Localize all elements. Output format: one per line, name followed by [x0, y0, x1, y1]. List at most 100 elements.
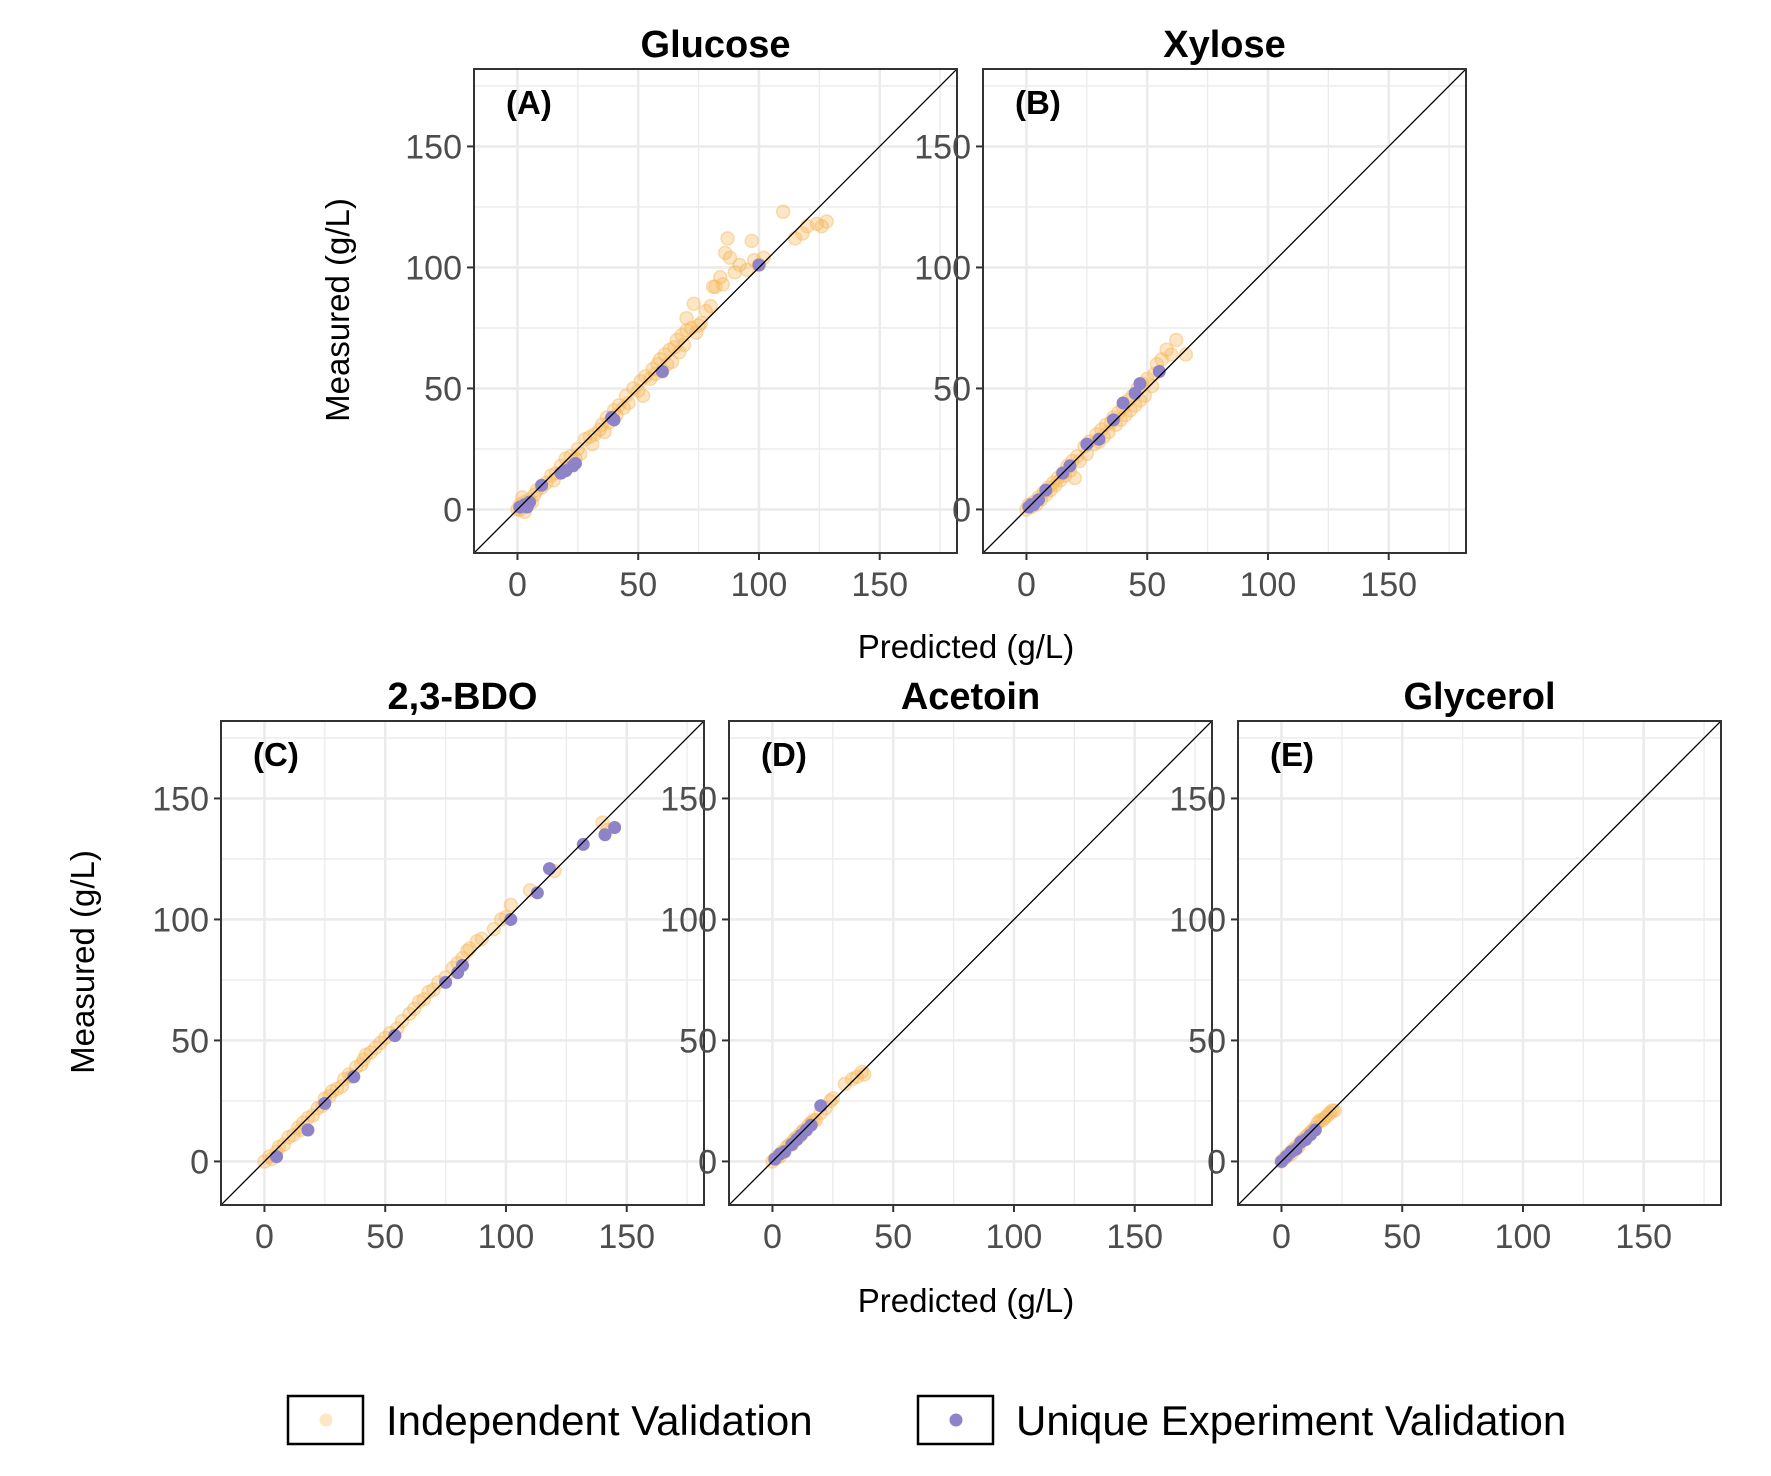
point-unique-experiment: [655, 365, 669, 378]
legend-marker-unique: [949, 1413, 963, 1427]
y-axis-title-top: Measured (g/L): [319, 198, 356, 422]
grid-d: [729, 721, 1212, 1205]
point-unique-experiment: [439, 975, 453, 989]
y-tick-label: 0: [952, 491, 971, 529]
point-independent: [814, 219, 830, 234]
x-tick-label: 100: [478, 1218, 535, 1256]
point-independent: [688, 325, 704, 341]
y-tick-label: 0: [698, 1143, 717, 1181]
panel-title-b: Xylose: [1163, 24, 1286, 66]
point-independent: [638, 369, 653, 384]
identity-line-d: [729, 721, 1212, 1205]
point-unique-experiment: [1106, 413, 1120, 427]
point-independent: [406, 1001, 422, 1017]
y-tick-label: 100: [1169, 901, 1226, 939]
point-independent: [686, 296, 702, 311]
x-tick-label: 100: [1240, 566, 1297, 604]
x-tick-label: 150: [851, 566, 908, 604]
point-independent: [679, 311, 694, 326]
y-tick-label: 50: [933, 370, 971, 408]
point-unique-experiment: [1152, 365, 1166, 378]
y-axis-title-bottom: Measured (g/L): [64, 850, 101, 1074]
point-independent: [732, 257, 747, 273]
point-independent: [744, 233, 759, 249]
point-unique-experiment: [568, 456, 582, 470]
x-tick-label: 50: [619, 566, 657, 604]
point-independent: [611, 398, 627, 413]
point-unique-experiment: [530, 886, 544, 900]
point-independent: [618, 388, 634, 403]
y-tick-label: 50: [679, 1022, 717, 1060]
identity-line-b: [983, 69, 1466, 553]
point-independent: [708, 279, 723, 295]
point-independent: [411, 994, 427, 1009]
panels: 0 50 100 150 0 50 100 150 Glucose (A) 0 50 100 150 0 50…: [152, 24, 1722, 1256]
x-tick-label: 50: [1128, 566, 1166, 604]
point-independent: [276, 1137, 292, 1152]
y-tick-label: 0: [190, 1143, 209, 1181]
point-independent: [305, 1108, 321, 1123]
point-independent: [635, 388, 651, 403]
point-independent: [1144, 378, 1160, 394]
point-independent: [667, 340, 682, 355]
x-tick-label: 150: [1615, 1218, 1672, 1256]
x-tick-label: 100: [1495, 1218, 1552, 1256]
grid-e: [1238, 721, 1721, 1205]
point-independent: [705, 279, 721, 295]
point-independent: [825, 1091, 841, 1106]
point-independent: [720, 231, 735, 246]
point-unique-experiment: [607, 413, 621, 427]
point-independent: [334, 1079, 349, 1094]
point-independent: [630, 383, 646, 399]
point-unique-experiment: [1308, 1123, 1322, 1137]
x-tick-label: 50: [874, 1218, 912, 1256]
point-unique-experiment: [542, 862, 556, 876]
x-tick-label: 0: [763, 1218, 782, 1256]
panel-tag-e: (E): [1270, 736, 1314, 773]
point-independent: [577, 432, 593, 447]
point-independent: [394, 1013, 410, 1029]
point-unique-experiment: [804, 1118, 818, 1132]
panel-title-a: Glucose: [641, 24, 791, 66]
panel-tag-c: (C): [253, 736, 299, 773]
point-unique-experiment: [318, 1096, 332, 1110]
point-independent: [592, 422, 607, 437]
point-independent: [358, 1047, 374, 1063]
legend: Independent Validation Unique Experiment…: [286, 1394, 1566, 1446]
point-independent: [1164, 347, 1179, 362]
point-independent: [416, 992, 432, 1007]
point-unique-experiment: [1080, 437, 1094, 451]
grid-a: [474, 69, 957, 553]
point-independent: [1159, 342, 1174, 357]
point-unique-experiment: [1092, 432, 1106, 446]
point-unique-experiment: [388, 1029, 402, 1043]
x-tick-label: 100: [986, 1218, 1043, 1256]
y-tick-label: 150: [152, 780, 209, 818]
panel-title-c: 2,3-BDO: [388, 676, 538, 718]
panel-tag-b: (B): [1015, 84, 1061, 121]
y-tick-label: 150: [660, 780, 717, 818]
point-independent: [713, 269, 728, 285]
panel-border-b: [982, 68, 1467, 554]
grid-c: [221, 721, 704, 1205]
point-independent: [844, 1071, 860, 1087]
identity-line-a: [474, 69, 957, 553]
y-tick-label: 100: [405, 249, 462, 287]
point-independent: [486, 921, 502, 937]
point-unique-experiment: [752, 258, 766, 272]
point-unique-experiment: [1116, 396, 1130, 410]
x-tick-label: 0: [1017, 566, 1036, 604]
x-axis-title-bottom: Predicted (g/L): [858, 1282, 1074, 1319]
panel-border-a: [473, 68, 958, 554]
point-independent: [421, 984, 436, 1000]
point-independent: [324, 1084, 340, 1099]
point-unique-experiment: [504, 912, 518, 926]
point-unique-experiment: [598, 828, 612, 842]
panel-border-d: [728, 720, 1213, 1206]
point-independent: [672, 344, 687, 360]
point-independent: [676, 337, 692, 353]
point-unique-experiment: [1032, 493, 1046, 507]
panel-c: 0 50 100 150 0 50 100 150 2,3-BDO (C): [152, 676, 705, 1256]
point-unique-experiment: [814, 1099, 828, 1113]
point-independent: [626, 381, 641, 396]
